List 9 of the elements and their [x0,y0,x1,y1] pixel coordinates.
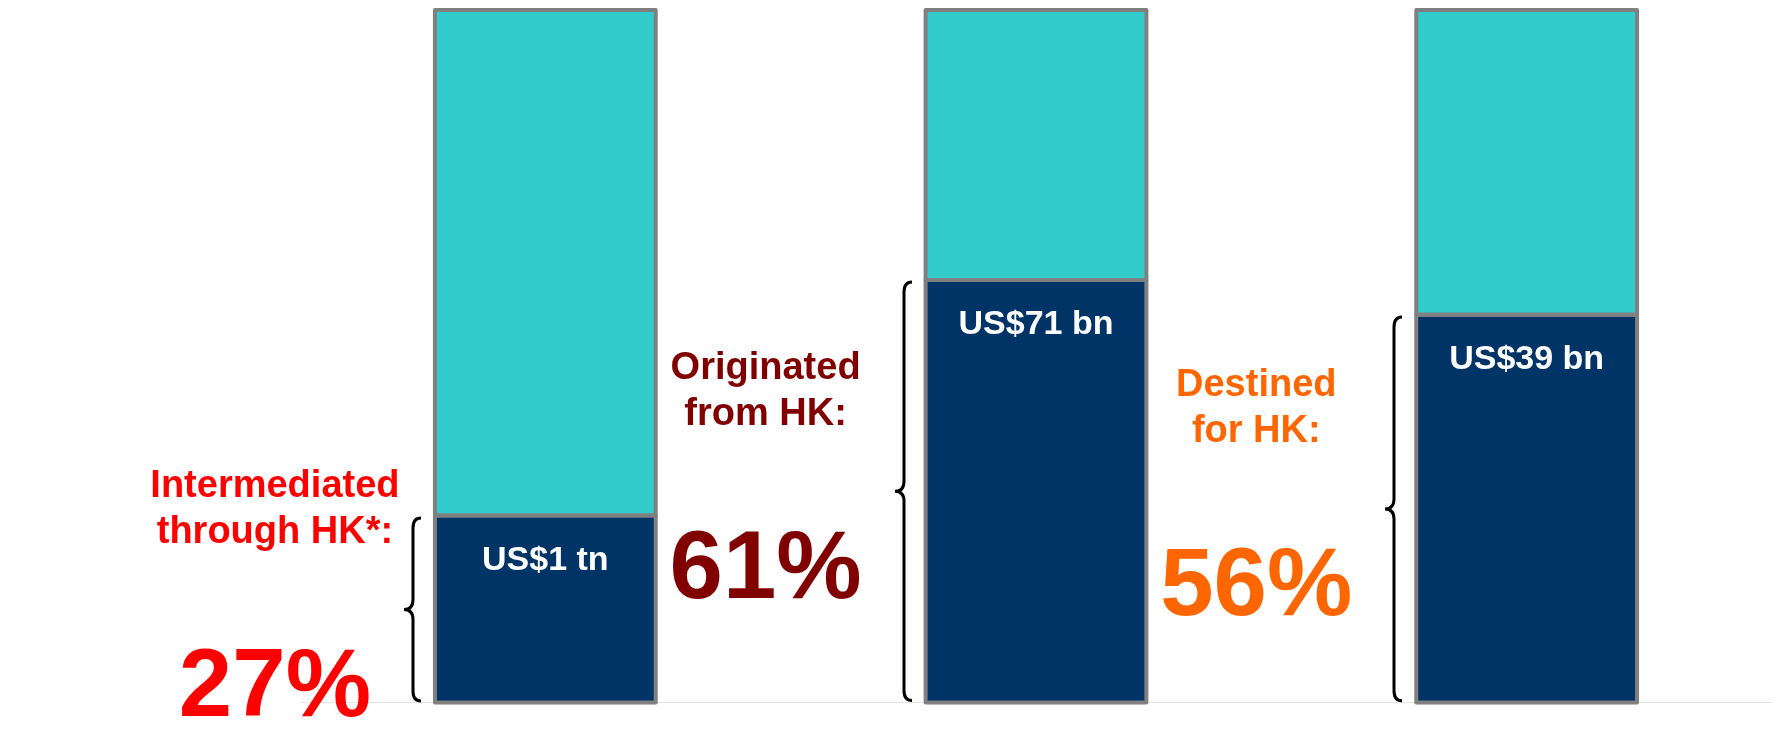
annotation: Intermediated through HK*: [150,462,400,551]
annotation: 27% [178,628,371,736]
annotation: US$71 bn [958,303,1114,342]
annotation: 56% [1160,528,1353,636]
annotation: 61% [669,510,862,618]
annotation: Destined for HK: [1176,362,1337,451]
annotation: Originated from HK: [670,344,861,433]
annotation: US$39 bn [1449,338,1605,377]
annotation: US$1 tn [482,538,609,577]
